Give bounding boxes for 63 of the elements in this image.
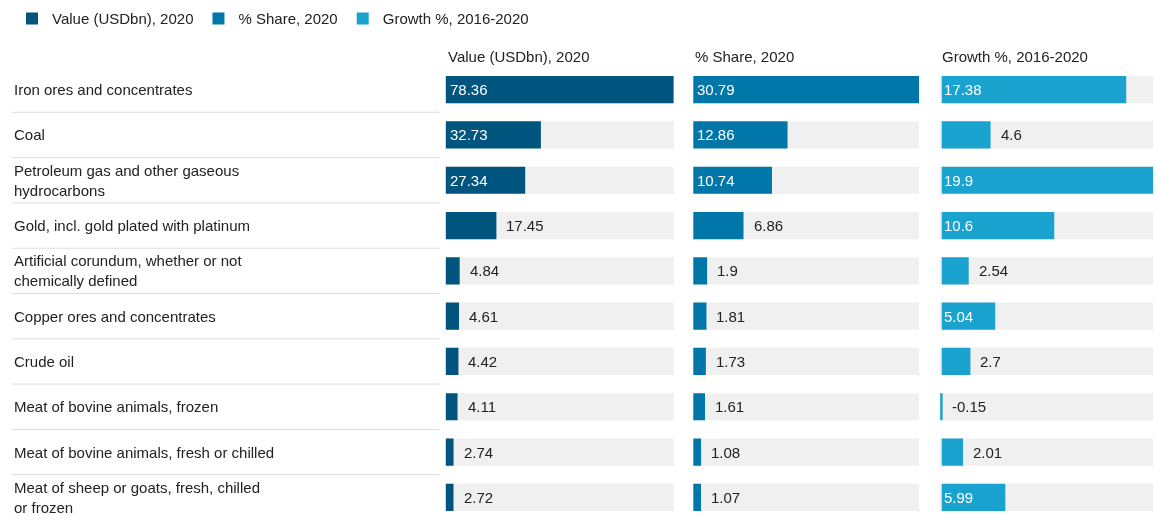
bar [693, 211, 744, 240]
data-label: 5.99 [944, 489, 974, 506]
data-label: 2.7 [980, 353, 1001, 370]
data-label: 12.86 [697, 126, 735, 143]
bar [445, 393, 458, 421]
y-tick-label: Crude oil [14, 353, 75, 370]
bar [693, 347, 706, 376]
y-tick-label: Artificial corundum, whether or not chemically defined [14, 252, 243, 289]
data-label: 2.74 [464, 444, 494, 461]
bar [445, 211, 497, 240]
data-label: 27.34 [450, 172, 488, 189]
data-label: 4.6 [1001, 126, 1022, 143]
y-tick-label: Iron ores and concentrates [14, 81, 193, 98]
data-label: 10.74 [697, 172, 735, 189]
data-label: 30.79 [697, 81, 735, 98]
bar [941, 257, 969, 285]
data-label: 1.61 [715, 398, 745, 415]
y-tick-label: Coal [14, 126, 45, 143]
bar [941, 347, 971, 376]
y-tick-label: Copper ores and concentrates [14, 308, 216, 325]
data-label: 32.73 [450, 126, 488, 143]
bar [940, 393, 943, 421]
data-label: -0.15 [952, 398, 987, 415]
data-label: 1.07 [711, 489, 741, 506]
bar [693, 257, 708, 285]
chart-title: Value (USDbn), 2020 [448, 48, 590, 65]
bar [941, 438, 964, 466]
y-tick-label: Gold, incl. gold plated with platinum [14, 217, 250, 234]
data-label: 5.04 [944, 308, 974, 325]
bar [445, 257, 460, 285]
data-label: 2.01 [973, 444, 1003, 461]
data-label: 1.08 [711, 444, 741, 461]
bar [941, 121, 991, 149]
legend-label: Value (USDbn), 2020 [52, 10, 194, 28]
bar [693, 438, 702, 466]
data-label: 6.86 [754, 217, 784, 234]
bar [693, 302, 707, 330]
chart-title: Growth %, 2016-2020 [942, 48, 1088, 65]
data-label: 10.6 [944, 217, 974, 234]
y-tick-label: Meat of bovine animals, fresh or chilled [14, 444, 275, 461]
data-label: 1.9 [717, 262, 738, 279]
bar [445, 438, 454, 466]
data-label: 4.11 [468, 398, 497, 415]
bar [445, 302, 460, 330]
y-tick-label: Meat of sheep or goats, fresh, chilled or frozen [14, 479, 260, 516]
legend-label: Growth %, 2016-2020 [382, 10, 529, 28]
bar [445, 347, 459, 376]
legend-label: % Share, 2020 [238, 10, 338, 28]
data-label: 2.72 [464, 489, 494, 506]
data-label: 17.38 [944, 81, 982, 98]
bar [693, 393, 705, 421]
data-label: 4.42 [468, 353, 498, 370]
data-label: 19.9 [944, 172, 974, 189]
data-label: 4.84 [470, 262, 500, 279]
data-label: 17.45 [506, 217, 544, 234]
data-label: 78.36 [450, 81, 488, 98]
y-tick-label: Meat of bovine animals, frozen [14, 398, 219, 415]
data-label: 2.54 [979, 262, 1009, 279]
data-label: 1.73 [716, 353, 746, 370]
y-tick-label: Petroleum gas and other gaseous hydrocarbons [14, 162, 240, 199]
data-label: 1.81 [716, 308, 746, 325]
data-label: 4.61 [469, 308, 499, 325]
chart-title: % Share, 2020 [695, 48, 795, 65]
